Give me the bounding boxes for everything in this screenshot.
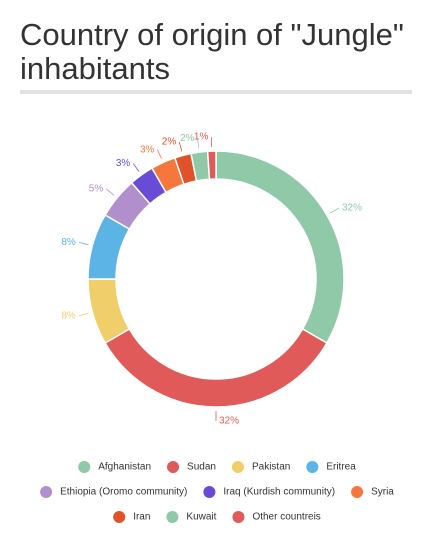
legend-label: Iraq (Kurdish community)	[223, 487, 335, 498]
legend-marker	[113, 511, 126, 523]
data-label: 3%	[140, 144, 155, 155]
data-label: 5%	[89, 184, 104, 195]
legend-label: Sudan	[187, 462, 216, 473]
legend-label: Kuwait	[186, 512, 216, 523]
donut-slice	[215, 150, 345, 345]
chart-title: Country of origin of "Jungle" inhabitant…	[20, 17, 404, 86]
leader-line	[197, 138, 200, 149]
data-label: 32%	[219, 416, 239, 427]
legend-label: Afghanistan	[98, 462, 151, 473]
donut-slice	[104, 327, 328, 408]
title-rule	[20, 90, 412, 94]
legend-label: Pakistan	[252, 462, 290, 473]
donut-slice	[206, 150, 217, 181]
data-label: 2%	[180, 133, 195, 144]
legend-marker	[232, 511, 245, 523]
legend-marker	[231, 461, 244, 473]
data-label: 8%	[61, 237, 76, 248]
legend-marker	[167, 461, 180, 473]
legend-marker	[203, 486, 216, 498]
donut-slice	[87, 278, 131, 345]
leader-line	[178, 141, 183, 152]
legend-label: Iran	[133, 512, 150, 523]
leader-line	[132, 163, 140, 172]
legend-label: Syria	[371, 487, 394, 498]
legend-marker	[78, 461, 91, 473]
legend-marker	[166, 511, 179, 523]
data-label: 32%	[342, 203, 362, 214]
data-label: 3%	[116, 158, 131, 169]
legend-label: Ethiopia (Oromo community)	[60, 487, 187, 498]
legend-label: Other countreis	[252, 512, 320, 523]
legend-label: Eritrea	[326, 462, 356, 473]
data-label: 8%	[61, 310, 76, 321]
leader-line	[78, 312, 89, 317]
leader-line	[78, 241, 89, 246]
data-label: 2%	[162, 136, 177, 147]
leader-line	[105, 188, 115, 196]
legend-marker	[351, 486, 364, 498]
legend-marker	[40, 486, 53, 498]
legend-marker	[306, 461, 319, 473]
leader-line	[157, 149, 162, 159]
data-label: 1%	[194, 132, 209, 143]
leader-line	[330, 207, 340, 214]
